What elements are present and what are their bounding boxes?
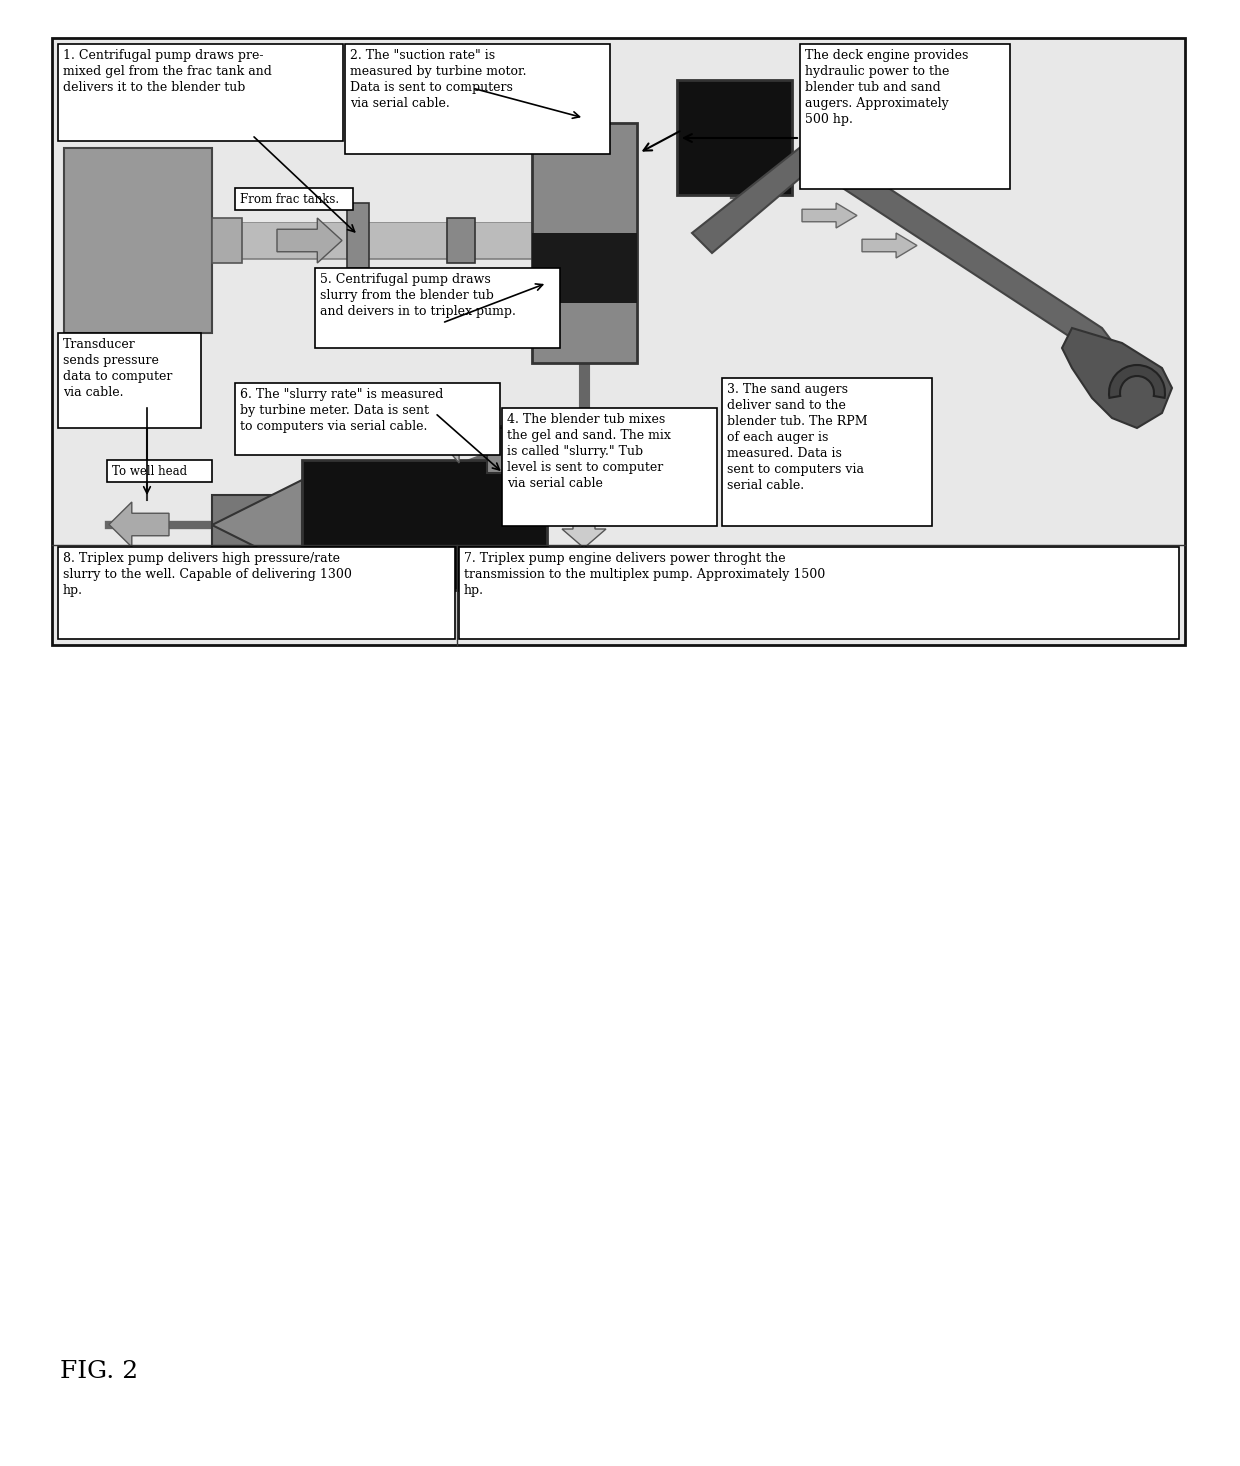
Bar <box>242 223 532 258</box>
Text: 2. The "suction rate" is
measured by turbine motor.
Data is sent to computers
vi: 2. The "suction rate" is measured by tur… <box>350 48 527 110</box>
Bar <box>107 460 212 482</box>
Bar <box>459 547 1179 639</box>
Bar <box>446 218 475 262</box>
Bar <box>64 148 212 333</box>
Wedge shape <box>1109 365 1166 397</box>
Polygon shape <box>562 498 606 548</box>
Polygon shape <box>212 479 303 570</box>
Bar <box>532 233 637 303</box>
Bar <box>677 81 792 195</box>
Bar <box>236 383 500 454</box>
Bar <box>303 460 547 589</box>
Bar <box>212 496 303 556</box>
Polygon shape <box>862 233 918 258</box>
Bar <box>58 44 343 141</box>
Polygon shape <box>277 218 342 262</box>
Bar <box>562 84 608 128</box>
Text: 3. The sand augers
deliver sand to the
blender tub. The RPM
of each auger is
mea: 3. The sand augers deliver sand to the b… <box>727 383 868 493</box>
Bar <box>487 428 520 474</box>
Text: 7. Triplex pump engine delivers power throght the
transmission to the multiplex : 7. Triplex pump engine delivers power th… <box>464 553 826 597</box>
Bar <box>58 547 455 639</box>
Text: 1. Centrifugal pump draws pre-
mixed gel from the frac tank and
delivers it to t: 1. Centrifugal pump draws pre- mixed gel… <box>63 48 272 94</box>
Text: 8. Triplex pump delivers high pressure/rate
slurry to the well. Capable of deliv: 8. Triplex pump delivers high pressure/r… <box>63 553 352 597</box>
Bar <box>532 123 637 364</box>
Bar <box>502 408 717 526</box>
Bar <box>564 413 604 449</box>
Text: 4. The blender tub mixes
the gel and sand. The mix
is called "slurry." Tub
level: 4. The blender tub mixes the gel and san… <box>507 413 671 490</box>
Bar <box>52 38 1185 645</box>
Bar <box>315 268 560 347</box>
Bar <box>345 44 610 154</box>
Bar <box>722 378 932 526</box>
Text: 5. Centrifugal pump draws
slurry from the blender tub
and deivers in to triplex : 5. Centrifugal pump draws slurry from th… <box>320 273 516 318</box>
Bar <box>212 218 242 262</box>
Text: To well head: To well head <box>112 465 187 478</box>
Text: FIG. 2: FIG. 2 <box>60 1360 138 1382</box>
Polygon shape <box>441 424 487 463</box>
Polygon shape <box>109 501 169 547</box>
Text: 6. The "slurry rate" is measured
by turbine meter. Data is sent
to computers via: 6. The "slurry rate" is measured by turb… <box>241 388 444 432</box>
Text: From frac tanks.: From frac tanks. <box>241 194 339 207</box>
Bar <box>800 44 1011 189</box>
Polygon shape <box>1061 328 1172 428</box>
Bar <box>347 202 370 268</box>
Text: The deck engine provides
hydraulic power to the
blender tub and sand
augers. App: The deck engine provides hydraulic power… <box>805 48 968 126</box>
Polygon shape <box>802 202 857 229</box>
Polygon shape <box>692 138 1132 403</box>
Bar <box>58 333 201 428</box>
Text: Transducer
sends pressure
data to computer
via cable.: Transducer sends pressure data to comput… <box>63 339 172 399</box>
Bar <box>236 188 353 210</box>
